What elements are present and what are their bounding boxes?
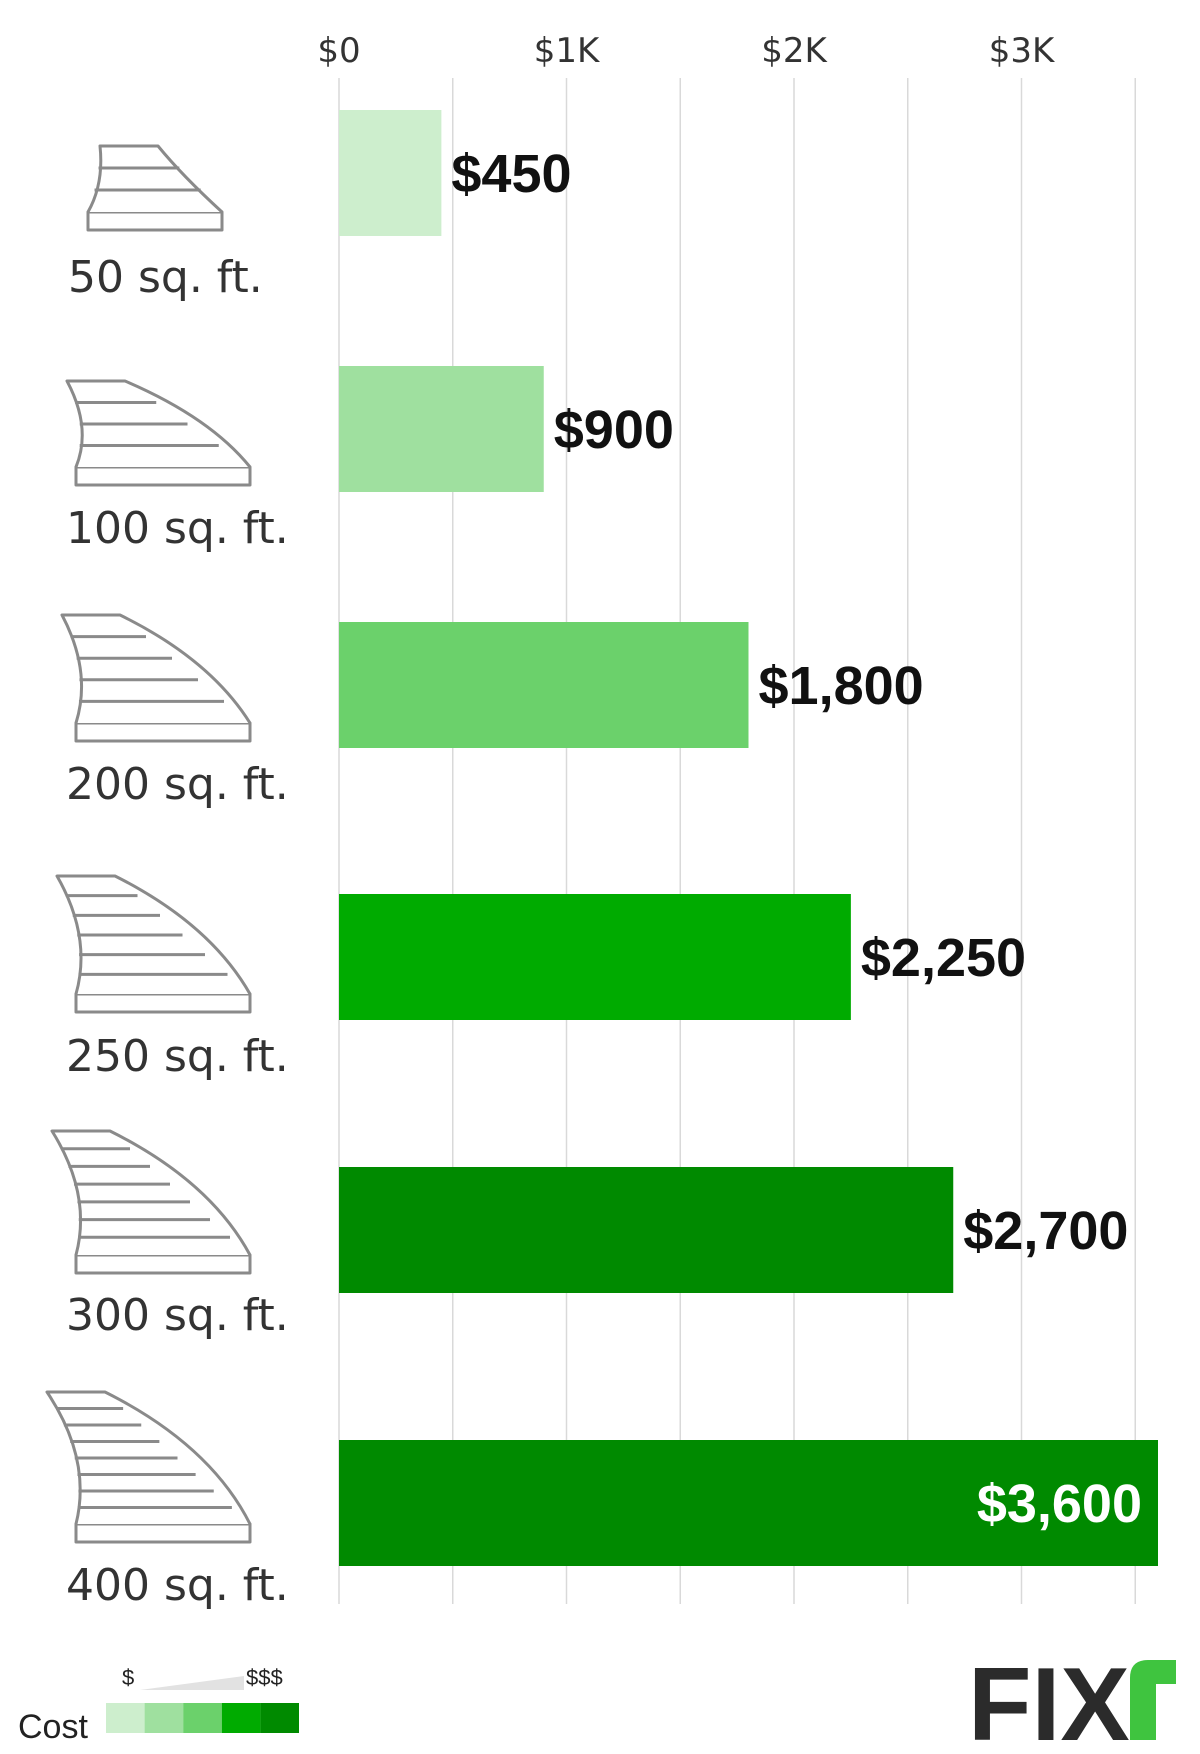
category-label: 50 sq. ft. — [68, 252, 263, 303]
legend-swatch — [183, 1703, 222, 1733]
value-label: $2,250 — [861, 928, 1026, 988]
logo-r-mark-icon — [1130, 1660, 1176, 1740]
bar — [339, 366, 544, 492]
staircase-6-icon — [45, 1390, 252, 1544]
legend-swatch — [221, 1703, 261, 1733]
legend-swatch — [106, 1703, 145, 1733]
legend-title: Cost — [18, 1708, 88, 1746]
value-label: $1,800 — [759, 656, 924, 716]
legend-swatches — [106, 1703, 299, 1733]
bar — [339, 110, 442, 236]
legend-ramp-wedge — [140, 1676, 244, 1690]
category-label: 200 sq. ft. — [66, 759, 289, 810]
staircase-3-icon — [60, 613, 252, 743]
x-tick-label: $3K — [989, 31, 1056, 71]
x-tick-label: $1K — [534, 31, 601, 71]
cost-legend: Cost $ $$$ — [18, 1665, 299, 1746]
bar — [339, 894, 851, 1020]
bar — [339, 1167, 954, 1293]
category-icons — [45, 144, 252, 1544]
staircase-4-icon — [55, 874, 252, 1014]
category-label: 400 sq. ft. — [66, 1560, 289, 1611]
value-labels: $450 $900 $1,800 $2,250 $2,700 $3,600 — [451, 144, 1142, 1534]
grid-lines — [338, 78, 1136, 1604]
x-tick-label: $2K — [761, 31, 828, 71]
legend-high-label: $$$ — [246, 1665, 283, 1690]
category-label: 300 sq. ft. — [66, 1290, 289, 1341]
value-label: $2,700 — [963, 1201, 1128, 1261]
staircase-5-icon — [50, 1129, 252, 1275]
value-label: $3,600 — [977, 1474, 1142, 1534]
category-label: 100 sq. ft. — [66, 503, 289, 554]
logo-wordmark: FIX — [968, 1647, 1130, 1754]
legend-swatch — [260, 1703, 299, 1733]
fixr-logo: FIX — [968, 1647, 1176, 1754]
category-labels: 50 sq. ft. 100 sq. ft. 200 sq. ft. 250 sq. … — [66, 252, 289, 1611]
legend-swatch — [144, 1703, 184, 1733]
legend-low-label: $ — [122, 1665, 134, 1690]
x-tick-label: $0 — [317, 31, 360, 71]
staircase-1-icon — [86, 144, 224, 232]
value-label: $900 — [554, 400, 674, 460]
x-axis-ticks: $0 $1K $2K $3K — [317, 31, 1056, 71]
bar — [339, 1440, 1158, 1566]
bar — [339, 622, 749, 748]
value-label: $450 — [451, 144, 571, 204]
bars — [339, 110, 1158, 1566]
staircase-2-icon — [65, 379, 252, 487]
category-label: 250 sq. ft. — [66, 1031, 289, 1082]
